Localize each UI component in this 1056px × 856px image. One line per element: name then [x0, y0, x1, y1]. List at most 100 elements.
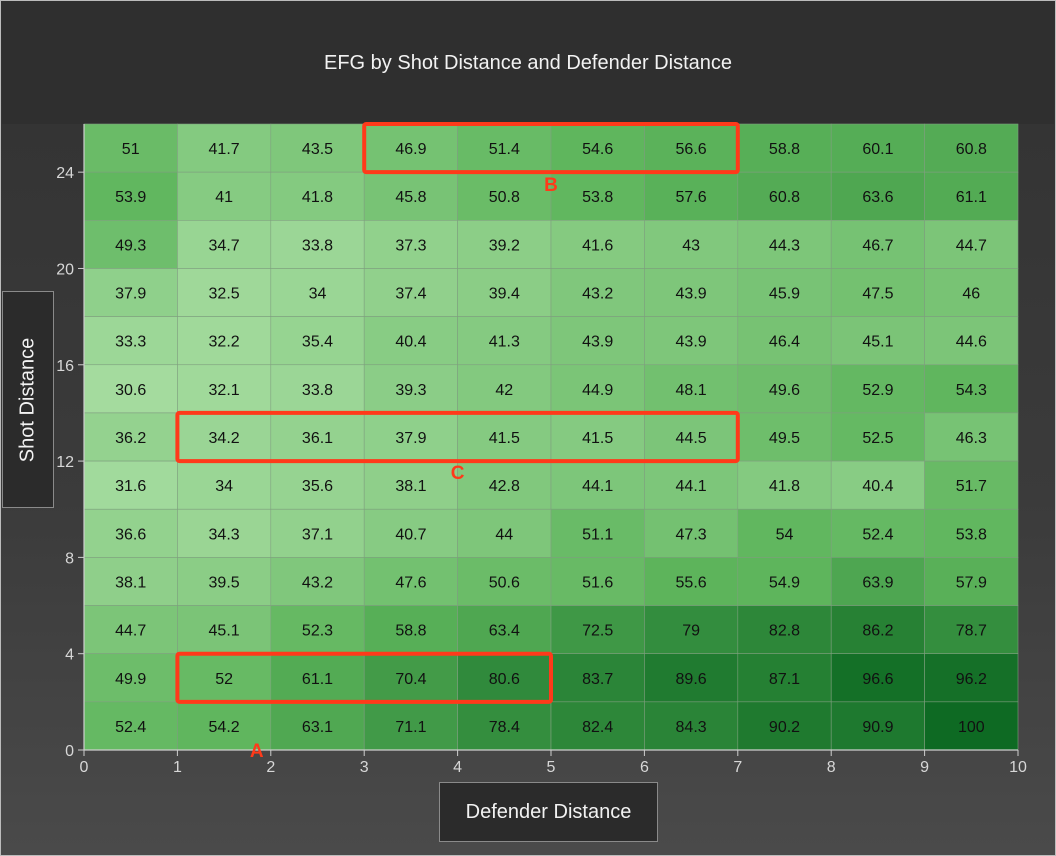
cell-value-label: 43.2 [302, 574, 333, 591]
heatmap-cell [83, 220, 178, 269]
cell-value-label: 30.6 [115, 382, 146, 399]
heatmap-cell [830, 701, 925, 751]
x-tick-label: 9 [920, 759, 929, 776]
heatmap-cell [457, 364, 552, 414]
cell-value-label: 41.7 [209, 141, 240, 158]
heatmap-cell [737, 364, 832, 414]
cell-value-label: 90.2 [769, 719, 800, 736]
annotation-label: A [250, 741, 264, 762]
cell-value-label: 96.2 [956, 671, 987, 688]
cell-value-label: 51.4 [489, 141, 520, 158]
cell-value-label: 47.6 [395, 574, 426, 591]
heatmap-cell [457, 220, 552, 269]
heatmap-cell [737, 460, 832, 510]
cell-value-label: 40.7 [395, 526, 426, 543]
cell-value-label: 46.4 [769, 334, 800, 351]
y-tick-label: 24 [56, 165, 74, 182]
heatmap-cell [737, 268, 832, 317]
heatmap-cell [644, 605, 739, 654]
cell-value-label: 33.3 [115, 334, 146, 351]
annotation-label: C [451, 463, 465, 484]
heatmap-cell [737, 171, 832, 221]
cell-value-label: 61.1 [956, 189, 987, 206]
heatmap-cell [270, 268, 365, 317]
heatmap-cell [363, 220, 458, 269]
annotation-label: B [544, 175, 558, 196]
cell-value-label: 60.8 [769, 189, 800, 206]
heatmap-cell [83, 653, 178, 703]
y-tick-label: 8 [65, 550, 74, 567]
heatmap-cell [644, 316, 739, 366]
heatmap-cell [924, 171, 1019, 221]
heatmap-cell [270, 412, 365, 462]
heatmap-cell [830, 460, 925, 510]
cell-value-label: 56.6 [676, 141, 707, 158]
heatmap-cell [644, 171, 739, 221]
cell-value-label: 44.1 [582, 478, 613, 495]
cell-value-label: 41.3 [489, 334, 520, 351]
cell-value-label: 35.6 [302, 478, 333, 495]
cell-value-label: 31.6 [115, 478, 146, 495]
heatmap-cell [550, 460, 645, 510]
heatmap-cell [550, 268, 645, 317]
heatmap-cell [924, 268, 1019, 317]
cell-value-label: 41.5 [582, 430, 613, 447]
x-tick-label: 3 [360, 759, 369, 776]
title-bar: EFG by Shot Distance and Defender Distan… [2, 2, 1054, 124]
cell-value-label: 38.1 [395, 478, 426, 495]
heatmap-cell [924, 653, 1019, 703]
cell-value-label: 38.1 [115, 574, 146, 591]
cell-value-label: 45.8 [395, 189, 426, 206]
cell-value-label: 100 [958, 719, 985, 736]
cell-value-label: 87.1 [769, 671, 800, 688]
x-axis-label: Defender Distance [465, 801, 632, 823]
heatmap-cell [550, 605, 645, 654]
heatmap-cell [644, 123, 739, 173]
cell-value-label: 51.6 [582, 574, 613, 591]
cell-value-label: 63.1 [302, 719, 333, 736]
heatmap-cell [177, 460, 272, 510]
heatmap-cell [644, 364, 739, 414]
cell-value-label: 47.3 [676, 526, 707, 543]
cell-value-label: 39.3 [395, 382, 426, 399]
heatmap-cell [363, 701, 458, 751]
heatmap-cells [83, 123, 1019, 751]
y-tick-label: 16 [56, 358, 74, 375]
cell-value-label: 37.4 [395, 286, 426, 303]
cell-value-label: 45.9 [769, 286, 800, 303]
cell-value-label: 82.4 [582, 719, 613, 736]
heatmap-cell [83, 508, 178, 558]
heatmap-cell [363, 508, 458, 558]
heatmap-cell [457, 653, 552, 703]
cell-value-label: 89.6 [676, 671, 707, 688]
chart-title: EFG by Shot Distance and Defender Distan… [324, 52, 732, 74]
cell-value-label: 42 [495, 382, 513, 399]
heatmap-cell [270, 171, 365, 221]
cell-value-label: 51 [122, 141, 140, 158]
heatmap-cell [177, 171, 272, 221]
heatmap-cell [924, 123, 1019, 173]
cell-value-label: 41 [215, 189, 233, 206]
heatmap-cell [550, 220, 645, 269]
heatmap-cell [457, 316, 552, 366]
cell-value-label: 60.1 [862, 141, 893, 158]
heatmap-cell [83, 701, 178, 751]
heatmap-cell [644, 460, 739, 510]
heatmap-cell [270, 316, 365, 366]
heatmap-cell [363, 460, 458, 510]
x-tick-label: 4 [453, 759, 462, 776]
heatmap-cell [644, 268, 739, 317]
cell-value-label: 50.8 [489, 189, 520, 206]
cell-value-label: 84.3 [676, 719, 707, 736]
cell-value-label: 52.9 [862, 382, 893, 399]
heatmap-cell [83, 460, 178, 510]
cell-value-label: 53.9 [115, 189, 146, 206]
cell-value-label: 48.1 [676, 382, 707, 399]
x-tick-label: 10 [1009, 759, 1027, 776]
cell-value-label: 60.8 [956, 141, 987, 158]
cell-value-label: 39.2 [489, 237, 520, 254]
annotations: A B C [175, 122, 740, 762]
heatmap-cell [270, 220, 365, 269]
heatmap-cell [644, 557, 739, 606]
